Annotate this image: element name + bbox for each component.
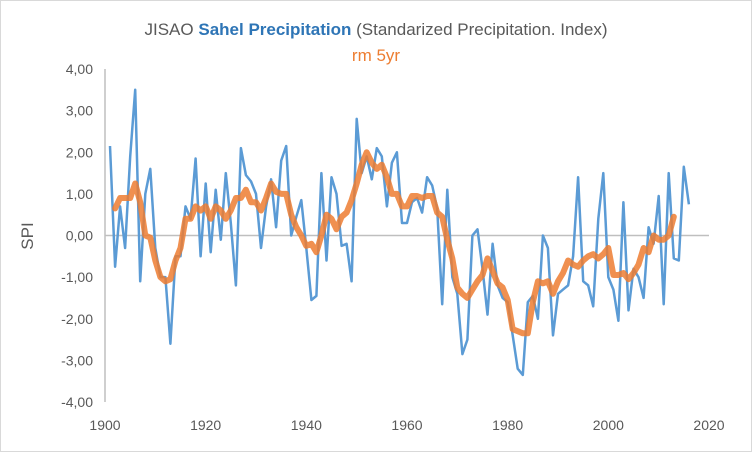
x-tick-label: 1940 [291,417,322,433]
y-ticks: 4,00 3,00 2,00 1,00 0,00 -1,00 -2,00 -3,00 -4,00 [61,61,93,410]
y-tick-label: 1,00 [66,186,93,202]
x-tick-label: 1980 [492,417,523,433]
series-rm5yr-line [112,149,677,337]
x-tick-label: 1920 [190,417,221,433]
x-ticks: 1900 1920 1940 1960 1980 2000 2020 [89,417,724,433]
y-tick-label: 3,00 [66,103,93,119]
y-tick-label: -1,00 [61,269,93,285]
y-tick-label: -3,00 [61,352,93,368]
x-tick-label: 1900 [89,417,120,433]
series-spi-line [108,88,691,377]
y-tick-label: -4,00 [61,394,93,410]
y-axis-label: SPI [18,222,37,249]
chart-title: JISAO Sahel Precipitation (Standarized P… [0,20,752,40]
x-tick-label: 1960 [391,417,422,433]
y-tick-label: 2,00 [66,144,93,160]
title-suffix: (Standarized Precipitation. Index) [351,20,608,39]
title-highlight: Sahel Precipitation [198,20,352,39]
title-prefix: JISAO [144,20,199,39]
chart-subtitle: rm 5yr [351,46,401,65]
x-tick-label: 2020 [693,417,724,433]
x-tick-label: 2000 [593,417,624,433]
y-tick-label: 4,00 [66,61,93,77]
y-tick-label: -2,00 [61,311,93,327]
y-tick-label: 0,00 [66,228,93,244]
